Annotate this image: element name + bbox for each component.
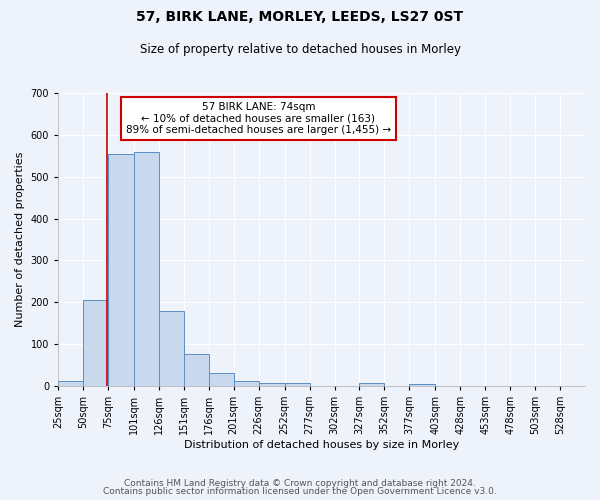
Text: Contains public sector information licensed under the Open Government Licence v3: Contains public sector information licen…	[103, 487, 497, 496]
Bar	[83, 300, 108, 386]
Bar	[409, 384, 436, 386]
Bar	[259, 382, 284, 386]
Bar	[134, 152, 159, 386]
X-axis label: Distribution of detached houses by size in Morley: Distribution of detached houses by size …	[184, 440, 459, 450]
Bar	[184, 354, 209, 386]
Text: Size of property relative to detached houses in Morley: Size of property relative to detached ho…	[139, 42, 461, 56]
Text: 57, BIRK LANE, MORLEY, LEEDS, LS27 0ST: 57, BIRK LANE, MORLEY, LEEDS, LS27 0ST	[136, 10, 464, 24]
Bar	[159, 312, 184, 386]
Bar	[108, 154, 134, 386]
Bar	[359, 383, 385, 386]
Bar	[58, 381, 83, 386]
Bar	[284, 382, 310, 386]
Bar	[234, 381, 259, 386]
Text: 57 BIRK LANE: 74sqm
← 10% of detached houses are smaller (163)
89% of semi-detac: 57 BIRK LANE: 74sqm ← 10% of detached ho…	[126, 102, 391, 135]
Text: Contains HM Land Registry data © Crown copyright and database right 2024.: Contains HM Land Registry data © Crown c…	[124, 478, 476, 488]
Bar	[209, 374, 234, 386]
Y-axis label: Number of detached properties: Number of detached properties	[15, 152, 25, 327]
